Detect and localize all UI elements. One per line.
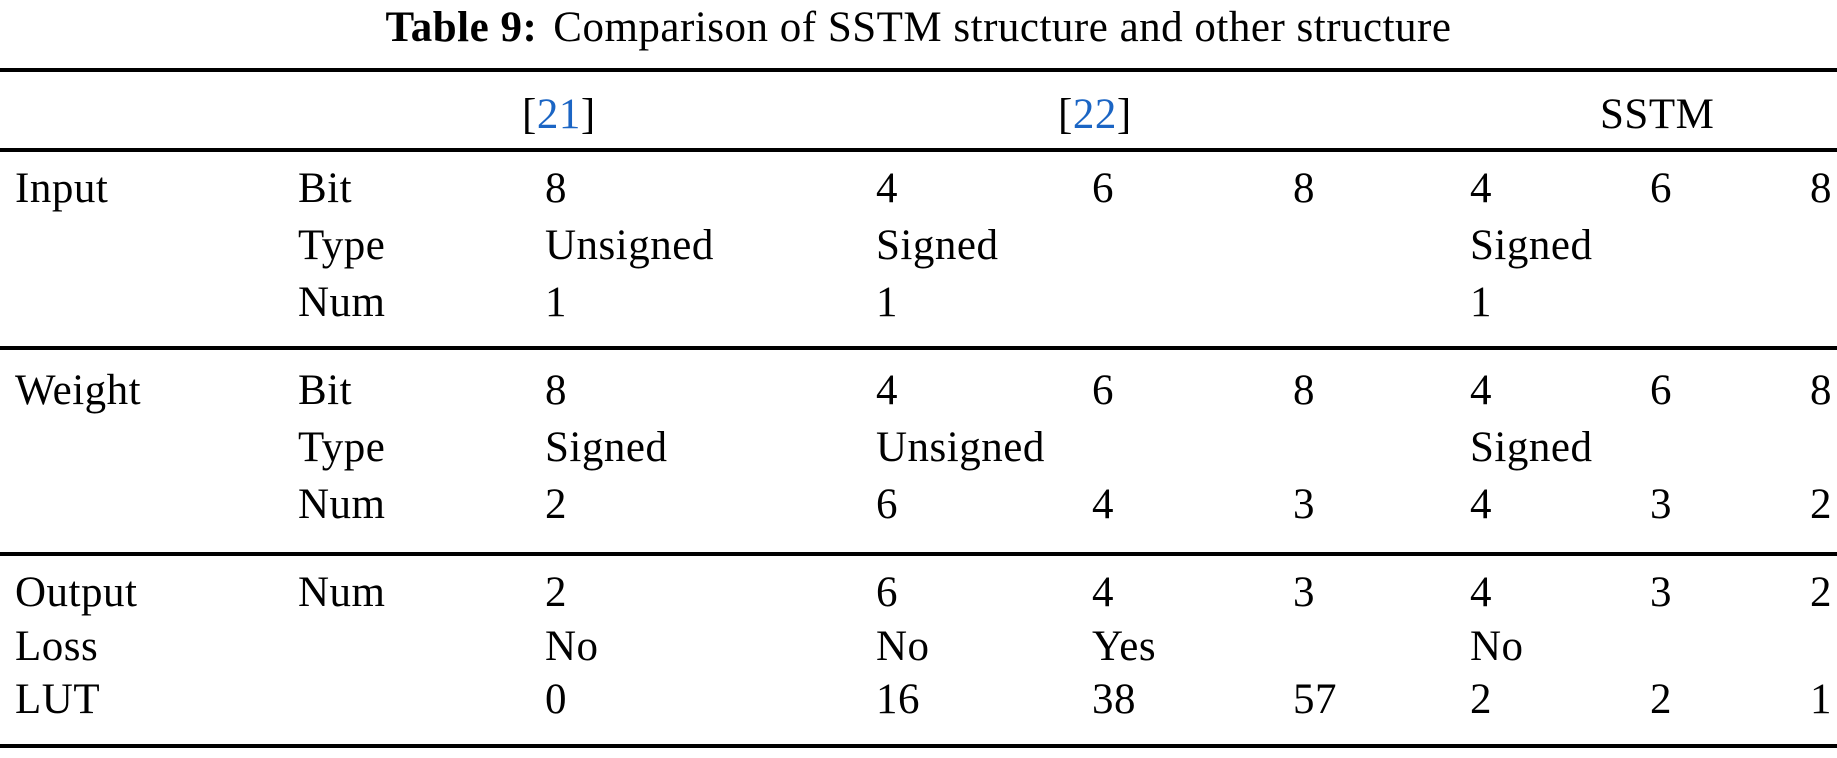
citation-ref-22[interactable]: [22]: [1058, 86, 1132, 143]
table-row-lut: LUT 0 16 38 57 2 2 1: [0, 671, 1837, 728]
citation-21-number[interactable]: 21: [536, 91, 581, 138]
table-cell: 2: [545, 481, 567, 528]
row-sub-label: Type: [298, 222, 386, 269]
table-cell: 8: [1810, 165, 1832, 212]
row-group-label: Loss: [15, 623, 99, 670]
table-caption-label: Table 9:: [385, 4, 538, 51]
table-cell: No: [876, 623, 930, 670]
row-sub-label: Num: [298, 569, 386, 616]
table-rule-top: [0, 68, 1837, 72]
table-cell: 4: [876, 367, 898, 414]
table-cell: 2: [1810, 481, 1832, 528]
table-cell: 8: [1810, 367, 1832, 414]
table-cell: 2: [1810, 569, 1832, 616]
citation-22-number[interactable]: 22: [1072, 91, 1117, 138]
table-cell: 8: [545, 165, 567, 212]
table-row-weight-type: Type Signed Unsigned Signed: [0, 419, 1837, 476]
table-cell: Signed: [1470, 424, 1593, 471]
table-cell: 16: [876, 676, 920, 723]
table-row-output-num: Output Num 2 6 4 3 4 3 2: [0, 564, 1837, 621]
table-cell: 4: [1470, 569, 1492, 616]
table-cell: 3: [1293, 481, 1315, 528]
table-cell: 1: [1810, 676, 1832, 723]
table-cell: 4: [1470, 165, 1492, 212]
table-cell: Yes: [1092, 623, 1157, 670]
table-row-input-num: Num 1 1 1: [0, 274, 1837, 331]
table-cell: 38: [1092, 676, 1136, 723]
table-cell: 57: [1293, 676, 1337, 723]
table-cell: 2: [1470, 676, 1492, 723]
bracket-open: [: [1058, 91, 1073, 138]
table-cell: Unsigned: [876, 424, 1045, 471]
table-cell: 6: [1092, 367, 1114, 414]
table-cell: Signed: [545, 424, 668, 471]
table-cell: 3: [1650, 569, 1672, 616]
table-cell: No: [1470, 623, 1524, 670]
table-caption-text: Comparison of SSTM structure and other s…: [553, 4, 1452, 51]
bracket-open: [: [522, 91, 537, 138]
bracket-close: ]: [1116, 91, 1132, 138]
row-sub-label: Bit: [298, 165, 353, 212]
table-cell: 8: [1293, 367, 1315, 414]
table-cell: 4: [876, 165, 898, 212]
table-cell: 0: [545, 676, 567, 723]
table-cell: 6: [1650, 367, 1672, 414]
table-cell: 1: [876, 279, 898, 326]
row-sub-label: Num: [298, 279, 386, 326]
table-rule-after-weight: [0, 552, 1837, 556]
table-rule-after-input: [0, 346, 1837, 350]
row-group-label: Input: [15, 165, 109, 212]
table-cell: 8: [545, 367, 567, 414]
table-cell: 1: [545, 279, 567, 326]
row-sub-label: Num: [298, 481, 386, 528]
table-cell: Unsigned: [545, 222, 714, 269]
table-cell: No: [545, 623, 599, 670]
table-rule-below-header: [0, 148, 1837, 152]
table-cell: 4: [1470, 367, 1492, 414]
column-header-sstm: SSTM: [1600, 91, 1715, 138]
row-group-label: LUT: [15, 676, 101, 723]
row-sub-label: Bit: [298, 367, 353, 414]
table-cell: 8: [1293, 165, 1315, 212]
table-cell: 3: [1650, 481, 1672, 528]
table-row-input-bit: Input Bit 8 4 6 8 4 6 8: [0, 160, 1837, 217]
row-sub-label: Type: [298, 424, 386, 471]
table-cell: 6: [876, 481, 898, 528]
table-cell: 6: [876, 569, 898, 616]
table-row-weight-num: Num 2 6 4 3 4 3 2: [0, 476, 1837, 533]
table-cell: 2: [545, 569, 567, 616]
table-header-row: [21] [22] SSTM: [0, 86, 1837, 143]
table-cell: 6: [1092, 165, 1114, 212]
table-cell: Signed: [1470, 222, 1593, 269]
table-cell: 4: [1470, 481, 1492, 528]
table-cell: 1: [1470, 279, 1492, 326]
table-rule-bottom: [0, 744, 1837, 748]
table-cell: 4: [1092, 481, 1114, 528]
table-row-loss: Loss No No Yes No: [0, 618, 1837, 675]
table-cell: 3: [1293, 569, 1315, 616]
table-cell: Signed: [876, 222, 999, 269]
table-row-input-type: Type Unsigned Signed Signed: [0, 217, 1837, 274]
table-cell: 6: [1650, 165, 1672, 212]
row-group-label: Output: [15, 569, 138, 616]
citation-ref-21[interactable]: [21]: [522, 86, 596, 143]
bracket-close: ]: [580, 91, 596, 138]
table-row-weight-bit: Weight Bit 8 4 6 8 4 6 8: [0, 362, 1837, 419]
table-cell: 4: [1092, 569, 1114, 616]
table-caption: Table 9: Comparison of SSTM structure and…: [0, 0, 1837, 56]
row-group-label: Weight: [15, 367, 142, 414]
table-cell: 2: [1650, 676, 1672, 723]
